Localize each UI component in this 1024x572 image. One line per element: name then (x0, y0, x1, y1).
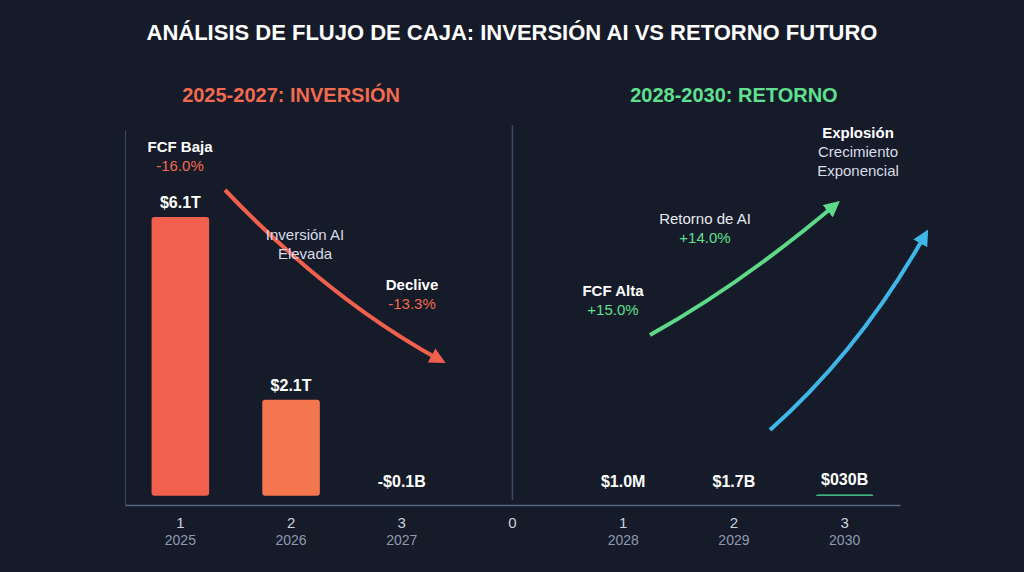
divider (512, 125, 514, 500)
x-tick-label: 3 (398, 514, 406, 531)
arrows (225, 190, 925, 430)
title: ANÁLISIS DE FLUJO DE CAJA: INVERSIÓN AI … (147, 20, 878, 45)
annotation: -16.0% (156, 157, 204, 174)
annotation: -13.3% (388, 295, 436, 312)
x-tick-label: 1 (176, 514, 184, 531)
x-tick: 32027 (386, 514, 417, 548)
data-label: -$0.1B (378, 473, 426, 490)
bar (262, 400, 320, 496)
chart: ANÁLISIS DE FLUJO DE CAJA: INVERSIÓN AI … (0, 0, 1024, 572)
x-tick-year: 2027 (386, 532, 417, 548)
x-tick: 22026 (275, 514, 306, 548)
x-tick-label: 2 (730, 514, 738, 531)
arrow (770, 235, 925, 430)
bar (594, 495, 652, 496)
arrow (650, 205, 835, 335)
annotation: +15.0% (587, 301, 638, 318)
annotation: FCF Baja (147, 138, 213, 155)
background (0, 0, 1024, 572)
arrow (225, 190, 440, 360)
bar (152, 217, 210, 496)
x-tick: 12028 (608, 514, 639, 548)
y-axis (125, 131, 126, 506)
annotations: FCF Baja -16.0% Inversión AI Elevada Declive… (147, 124, 898, 318)
data-label: $6.1T (160, 194, 201, 211)
data-labels: $6.1T $2.1T -$0.1B $1.0M $1.7B $030B (160, 194, 868, 490)
annotation: FCF Alta (582, 282, 644, 299)
x-tick-label: 2 (287, 514, 295, 531)
x-tick: 32030 (829, 514, 860, 548)
x-tick-year: 2030 (829, 532, 860, 548)
x-tick: 22029 (718, 514, 749, 548)
panel-title: 2028-2030: RETORNO (630, 84, 838, 106)
x-tick-label: 1 (619, 514, 627, 531)
annotation: Explosión (822, 124, 894, 141)
x-tick-label: 0 (508, 514, 516, 531)
bar (705, 495, 763, 496)
annotation: Declive (386, 276, 439, 293)
data-label: $1.7B (713, 473, 756, 490)
x-tick: 0 (508, 514, 516, 531)
x-tick-year: 2029 (718, 532, 749, 548)
data-label: $1.0M (601, 473, 645, 490)
panel-title: 2025-2027: INVERSIÓN (182, 83, 400, 106)
annotation: +14.0% (679, 229, 730, 246)
x-tick-label: 3 (840, 514, 848, 531)
annotation: Retorno de AI (659, 210, 751, 227)
bar (816, 494, 874, 495)
annotation: Exponencial (817, 162, 899, 179)
x-tick-year: 2026 (275, 532, 306, 548)
x-tick-year: 2025 (165, 532, 196, 548)
annotation: Inversión AI (266, 226, 344, 243)
data-label: $030B (821, 471, 868, 488)
annotation: Crecimiento (818, 143, 898, 160)
x-tick-year: 2028 (608, 532, 639, 548)
data-label: $2.1T (271, 377, 312, 394)
annotation: Elevada (278, 245, 333, 262)
x-axis-line (126, 505, 901, 507)
x-axis: 1202522026320270120282202932030 (126, 506, 901, 549)
x-tick: 12025 (165, 514, 196, 548)
bar (373, 495, 431, 496)
y-axis-line (125, 131, 126, 506)
